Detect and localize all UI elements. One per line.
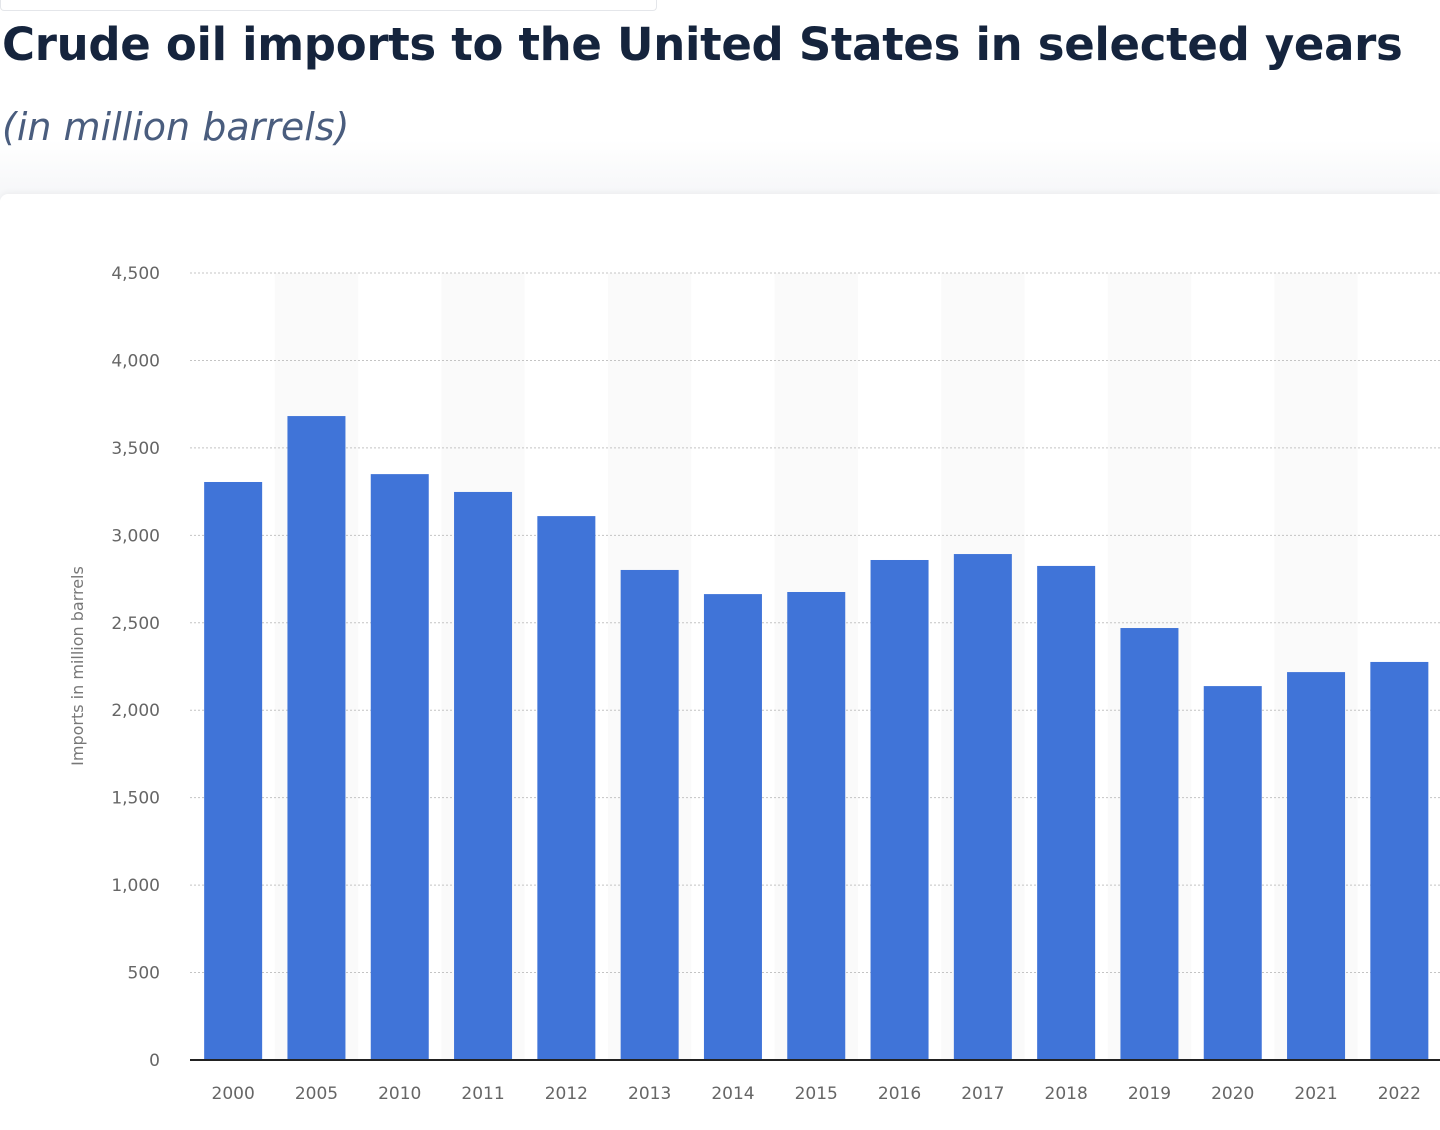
- x-tick-label: 2015: [795, 1084, 838, 1104]
- bar-2019: [1120, 628, 1179, 1060]
- bar-2020: [1203, 686, 1262, 1060]
- x-tick-label: 2011: [461, 1084, 504, 1104]
- y-tick-label: 1,000: [111, 876, 160, 896]
- y-tick-label: 1,500: [111, 789, 160, 809]
- bar-2016: [870, 559, 929, 1060]
- bar-2011: [454, 491, 513, 1060]
- y-tick-label: 3,000: [111, 526, 160, 546]
- x-tick-label: 2022: [1378, 1084, 1421, 1104]
- bar-2005: [287, 416, 346, 1061]
- bar-2014: [703, 594, 762, 1060]
- y-tick-label: 500: [128, 964, 160, 984]
- bar-2010: [370, 474, 429, 1061]
- bar-2021: [1287, 672, 1346, 1060]
- bar-2015: [787, 591, 846, 1060]
- chart-subtitle: (in million barrels): [2, 105, 350, 149]
- y-tick-label: 2,500: [111, 614, 160, 634]
- bar-2000: [204, 481, 263, 1061]
- y-axis-label: Imports in million barrels: [68, 566, 87, 766]
- y-tick-label: 0: [149, 1051, 160, 1071]
- header: [0, 0, 1440, 200]
- x-tick-label: 2005: [295, 1084, 338, 1104]
- chart-title: Crude oil imports to the United States i…: [2, 18, 1403, 71]
- bar-2012: [537, 516, 596, 1060]
- x-tick-label: 2010: [378, 1084, 421, 1104]
- x-tick-label: 2013: [628, 1084, 671, 1104]
- bar-2013: [620, 569, 679, 1060]
- y-tick-label: 3,500: [111, 439, 160, 459]
- x-tick-label: 2021: [1294, 1084, 1337, 1104]
- x-tick-label: 2018: [1045, 1084, 1088, 1104]
- x-tick-label: 2012: [545, 1084, 588, 1104]
- bar-2022: [1370, 661, 1429, 1060]
- x-tick-label: 2016: [878, 1084, 921, 1104]
- x-tick-label: 2000: [212, 1084, 255, 1104]
- bar-2017: [953, 554, 1012, 1060]
- bar-2018: [1037, 565, 1096, 1060]
- x-tick-label: 2017: [961, 1084, 1004, 1104]
- top-bar-edge: [0, 0, 657, 11]
- x-tick-label: 2014: [711, 1084, 754, 1104]
- y-tick-label: 4,000: [111, 351, 160, 371]
- y-tick-label: 2,000: [111, 701, 160, 721]
- x-tick-label: 2019: [1128, 1084, 1171, 1104]
- y-tick-label: 4,500: [111, 264, 160, 284]
- x-tick-label: 2020: [1211, 1084, 1254, 1104]
